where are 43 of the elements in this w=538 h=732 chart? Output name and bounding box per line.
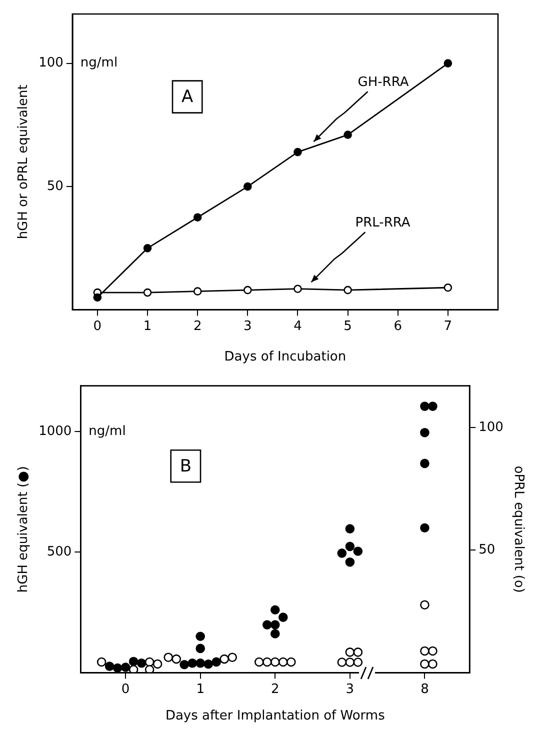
annotation: A bbox=[182, 87, 194, 108]
point bbox=[344, 130, 352, 139]
x-tick-label: 3 bbox=[244, 318, 252, 334]
y2-axis-title: oPRL equivalent (o) bbox=[510, 466, 526, 593]
point bbox=[143, 288, 152, 297]
y2-tick-label: 50 bbox=[478, 542, 496, 558]
y2-tick-label: 100 bbox=[478, 420, 504, 435]
x-tick-label: 2 bbox=[193, 318, 202, 334]
y-tick-label: 500 bbox=[46, 544, 72, 560]
x-tick-label: 7 bbox=[444, 318, 452, 334]
point bbox=[444, 59, 452, 68]
annotation: B bbox=[180, 456, 192, 477]
annotation: ng/ml bbox=[80, 56, 118, 71]
point bbox=[193, 213, 202, 222]
x-tick-label: 0 bbox=[121, 682, 130, 697]
x-tick-label: 3 bbox=[346, 682, 354, 697]
point bbox=[193, 287, 202, 296]
point bbox=[93, 293, 102, 302]
x-axis-title: Days of Incubation bbox=[224, 350, 346, 365]
x-tick-label: 6 bbox=[394, 318, 402, 334]
x-tick-label: 2 bbox=[270, 682, 280, 697]
x-axis-title: Days after Implantation of Worms bbox=[165, 708, 386, 724]
y-tick-label: 100 bbox=[38, 56, 64, 71]
point bbox=[344, 286, 352, 294]
point bbox=[143, 244, 152, 252]
x-tick-label: 8 bbox=[420, 682, 429, 697]
x-tick-label: 5 bbox=[344, 318, 352, 334]
point bbox=[244, 286, 252, 294]
x-tick-label: 0 bbox=[93, 318, 102, 334]
x-tick-label: 1 bbox=[196, 682, 204, 697]
y-axis-title: hGH or oPRL equivalent bbox=[16, 84, 32, 240]
point bbox=[244, 182, 252, 191]
y-tick-label: 1000 bbox=[38, 424, 72, 439]
annotation: GH-RRA bbox=[358, 75, 409, 90]
annotation: ng/ml bbox=[88, 424, 126, 439]
point bbox=[294, 284, 302, 293]
x-tick-label: 1 bbox=[143, 318, 152, 334]
x-tick-label: 4 bbox=[294, 318, 302, 334]
point bbox=[444, 283, 452, 292]
annotation: PRL-RRA bbox=[355, 216, 410, 231]
y-tick-label: 50 bbox=[46, 178, 64, 194]
point bbox=[294, 148, 302, 156]
y-axis-title: hGH equivalent (●) bbox=[16, 466, 32, 593]
